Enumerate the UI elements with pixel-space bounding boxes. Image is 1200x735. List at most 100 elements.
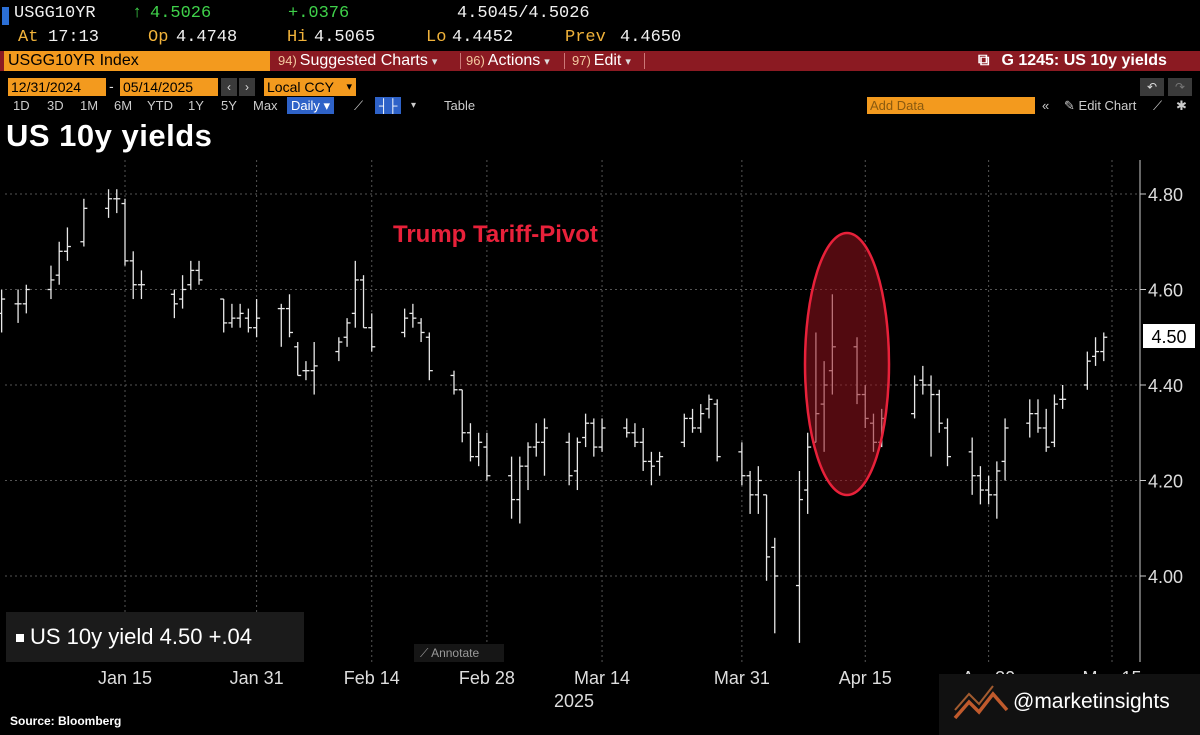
ohlc-bar (425, 332, 433, 381)
ohlc-bar (590, 418, 598, 457)
suggested-charts-menu[interactable]: 94) Suggested Charts ▾ (278, 51, 437, 71)
ohlc-bar (532, 423, 540, 457)
period-5y[interactable]: 5Y (221, 98, 237, 113)
ohlc-bar (409, 303, 417, 328)
x-tick-label: Mar 31 (714, 668, 770, 688)
ohlc-bar (22, 284, 30, 314)
frequency-select[interactable]: Daily ▾ (287, 97, 335, 114)
low-value: 4.4452 (452, 28, 514, 47)
ohlc-bar (195, 260, 203, 285)
menu-divider (644, 53, 645, 69)
ohlc-bar (121, 198, 129, 266)
period-1d[interactable]: 1D (13, 98, 30, 113)
pencil-icon: ✎ (1064, 98, 1075, 113)
ohlc-bar (754, 466, 762, 514)
annotate-button[interactable]: ⟋ Annotate (414, 644, 504, 662)
add-data-input[interactable]: Add Data (867, 97, 1035, 114)
ohlc-bar (343, 318, 351, 347)
collapse-icon[interactable]: « (1042, 98, 1050, 113)
period-3d[interactable]: 3D (47, 98, 64, 113)
open-label: Op (148, 28, 169, 47)
ohlc-bar (244, 308, 252, 333)
annotation-layer: Trump Tariff-Pivot (393, 221, 891, 497)
ohlc-bar (689, 408, 697, 433)
ohlc-bar (911, 375, 919, 419)
caret-icon: ▾ (544, 56, 550, 68)
draw-icon[interactable]: ⟋ (1153, 98, 1163, 113)
ohlc-bar (1083, 351, 1091, 390)
period-max[interactable]: Max (253, 98, 278, 113)
ohlc-bar (1034, 399, 1042, 433)
last-value-label: 4.50 (1151, 327, 1186, 347)
ohlc-bar (220, 298, 228, 333)
redo-icon[interactable]: ↷ (1168, 78, 1192, 96)
ohlc-bar (508, 456, 516, 519)
ohlc-bar (179, 275, 187, 309)
net-change: +.0376 (288, 4, 350, 23)
x-tick-label: Jan 31 (230, 668, 284, 688)
prev-period-icon[interactable]: ‹ (221, 78, 237, 96)
ohlc-bar (680, 413, 688, 448)
ohlc-bar (47, 265, 55, 300)
period-ytd[interactable]: YTD (147, 98, 173, 113)
caret-icon: ▾ (431, 56, 438, 68)
ohlc-bar (417, 318, 425, 343)
edit-chart-button[interactable]: ✎ Edit Chart (1064, 97, 1136, 114)
menu-divider (564, 53, 565, 69)
pivot-highlight-ellipse (803, 231, 891, 497)
caret-icon[interactable]: ▾ (411, 100, 417, 111)
chart-id-label: G 1245: US 10y yields (1001, 52, 1167, 69)
source-note: Source: Bloomberg (10, 714, 122, 728)
ohlc-bar (335, 337, 343, 362)
x-year-label: 2025 (554, 691, 594, 711)
ohlc-chart[interactable]: 4.00 4.20 4.40 4.60 4.80 4.50 Jan 15 Jan 31 Feb… (0, 150, 1200, 715)
ticker-symbol[interactable]: USGG10YR (14, 4, 96, 23)
ohlc-bar (401, 308, 409, 338)
bar-chart-icon[interactable]: ┤├ (375, 97, 402, 114)
x-tick-label: Jan 15 (98, 668, 152, 688)
legend-change: +.04 (208, 624, 253, 649)
edit-menu[interactable]: 97) Edit ▾ (572, 51, 631, 71)
ohlc-bar (993, 461, 1001, 519)
ohlc-bar (763, 494, 771, 581)
security-field[interactable]: USGG10YR Index (4, 51, 270, 71)
ohlc-bar (944, 418, 951, 467)
up-arrow-icon: ↑ (132, 4, 143, 23)
ohlc-bar (540, 418, 548, 476)
currency-select[interactable]: Local CCY ▾ (264, 78, 356, 96)
ohlc-bar (582, 413, 590, 448)
ohlc-bar (475, 432, 483, 467)
chart-toolbar: 1D 3D 1M 6M YTD 1Y 5Y Max Daily ▾ ⟋ ┤├ ▾… (0, 97, 1200, 115)
ohlc-bar (795, 470, 803, 643)
ohlc-bar (1026, 399, 1034, 438)
period-6m[interactable]: 6M (114, 98, 133, 113)
ohlc-bar (450, 370, 458, 395)
start-date-field[interactable]: 12/31/2024 (8, 78, 106, 96)
prev-label: Prev (565, 28, 606, 47)
currency-label: Local CCY (267, 79, 334, 95)
period-1y[interactable]: 1Y (188, 98, 204, 113)
ohlc-bar (1001, 418, 1009, 481)
watermark-handle: @marketinsights (1013, 690, 1170, 713)
actions-menu[interactable]: 96) Actions ▾ (466, 51, 550, 71)
next-period-icon[interactable]: › (239, 78, 255, 96)
ohlc-bar (286, 294, 293, 338)
table-button[interactable]: Table (444, 98, 476, 113)
legend[interactable]: US 10y yield 4.50 +.04 (6, 612, 304, 662)
ohlc-bar (968, 437, 976, 495)
line-chart-icon[interactable]: ⟋ (354, 98, 364, 113)
x-tick-label: Feb 14 (344, 668, 400, 688)
ohlc-bar (1050, 394, 1058, 448)
ohlc-bar (516, 456, 524, 524)
gear-icon[interactable]: ✱ (1176, 98, 1187, 113)
caret-icon: ▾ (346, 81, 352, 93)
ohlc-bar (927, 375, 935, 457)
at-label: At (18, 28, 39, 47)
ohlc-bar (55, 241, 63, 285)
end-date-field[interactable]: 05/14/2025 (120, 78, 218, 96)
undo-icon[interactable]: ↶ (1140, 78, 1164, 96)
chart-id[interactable]: ⧉ G 1245: US 10y yields (978, 51, 1167, 71)
edit-number: 97) (572, 53, 591, 68)
quote-line-1: USGG10YR ↑ 4.5026 +.0376 4.5045/4.5026 (0, 4, 1200, 28)
period-1m[interactable]: 1M (80, 98, 99, 113)
